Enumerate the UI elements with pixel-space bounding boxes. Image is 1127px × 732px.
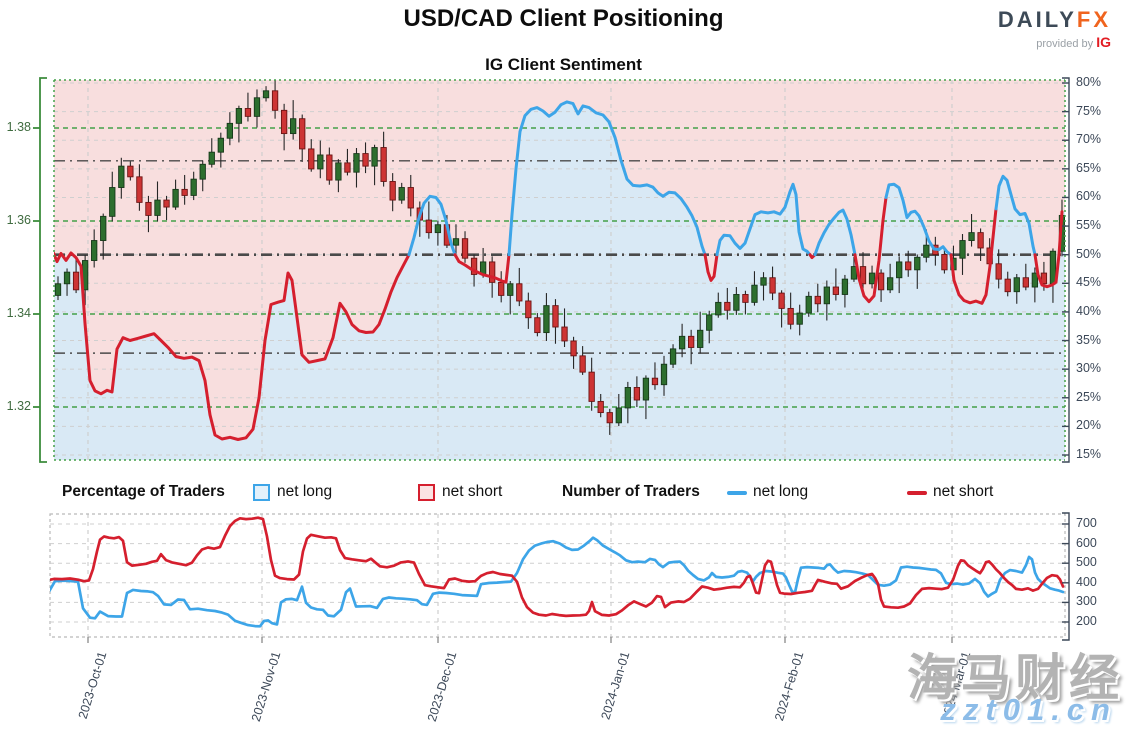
pct-axis-tick-label: 45%	[1076, 275, 1102, 289]
pct-net-long-line	[507, 100, 707, 257]
ig-logo: IG	[1096, 34, 1111, 51]
pct-axis-tick-label: 65%	[1076, 161, 1102, 175]
provided-by-text: provided by	[1036, 38, 1094, 51]
count-axis-tick-label: 200	[1076, 614, 1097, 628]
count-net-long-line	[50, 536, 1065, 628]
num-net-short-swatch-icon	[907, 491, 927, 495]
dailyfx-logo-wordmark: DAILYFX	[997, 7, 1111, 32]
legend-pct-net-long: net long	[277, 483, 333, 500]
legend-pct-net-short: net short	[442, 483, 503, 500]
pct-net-short-line	[949, 207, 998, 305]
pct-axis-tick-label: 55%	[1076, 218, 1102, 232]
pct-axis-tick-label: 35%	[1076, 333, 1102, 347]
count-axis-tick-label: 500	[1076, 555, 1097, 569]
pct-net-long-swatch-icon	[253, 484, 270, 501]
net-long-area-fill	[54, 101, 1065, 460]
pct-net-short-line	[453, 253, 511, 284]
pct-axis-tick-label: 15%	[1076, 447, 1102, 461]
pct-axis-tick-label: 70%	[1076, 132, 1102, 146]
pct-axis-spine	[1062, 77, 1070, 463]
num-net-long-swatch-icon	[727, 491, 747, 495]
price-axis-spine	[39, 77, 47, 463]
watermark-chinese-text: 海马财经	[907, 650, 1123, 706]
pct-axis-tick-label: 60%	[1076, 189, 1102, 203]
watermark-site-text: zzt01.cn	[940, 692, 1117, 727]
pct-axis-tick-label: 75%	[1076, 104, 1102, 118]
legend-num-net-short: net short	[933, 483, 994, 500]
chart-subtitle: IG Client Sentiment	[485, 55, 642, 74]
pct-net-short-line	[1033, 210, 1064, 289]
pct-axis-tick-label: 40%	[1076, 304, 1102, 318]
trader-count-plot-border	[49, 513, 1066, 638]
logo-daily-text: DAILY	[997, 7, 1077, 32]
price-axis-tick-label: 1.38	[6, 120, 31, 134]
count-axis-tick-label: 600	[1076, 536, 1097, 550]
pct-net-long-line	[813, 208, 857, 257]
count-axis-spine	[1062, 512, 1070, 641]
pct-net-long-line	[407, 194, 457, 257]
logo-provided-by: provided by IG	[998, 34, 1111, 51]
pct-axis-tick-label: 30%	[1076, 361, 1102, 375]
pct-net-short-line	[54, 250, 411, 441]
page-title: USD/CAD Client Positioning	[403, 5, 724, 32]
pct-axis-tick-label: 25%	[1076, 390, 1102, 404]
pct-axis-tick-label: 80%	[1076, 75, 1102, 89]
net-short-area-fill	[54, 80, 1065, 440]
count-axis-tick-label: 400	[1076, 575, 1097, 589]
pct-net-long-line	[715, 182, 812, 257]
price-axis-tick-label: 1.36	[6, 213, 31, 227]
legend-num-title: Number of Traders	[562, 483, 700, 500]
pct-axis-tick-label: 20%	[1076, 418, 1102, 432]
price-axis-tick-label: 1.32	[6, 399, 31, 413]
count-net-short-line	[50, 516, 1065, 618]
pct-net-long-line	[884, 182, 953, 257]
price-sentiment-plot	[54, 80, 1065, 460]
pct-net-long-line	[994, 174, 1037, 257]
count-axis-tick-label: 700	[1076, 516, 1097, 530]
pct-axis-tick-label: 50%	[1076, 247, 1102, 261]
pct-net-short-line	[853, 196, 888, 304]
pct-net-short-swatch-icon	[418, 484, 435, 501]
pct-net-short-line	[703, 253, 719, 282]
dailyfx-logo: DAILYFX provided by IG	[997, 7, 1111, 51]
count-axis-tick-label: 300	[1076, 594, 1097, 608]
logo-fx-text: FX	[1076, 7, 1111, 32]
trader-count-plot	[50, 516, 1065, 628]
legend-pct-title: Percentage of Traders	[62, 483, 225, 500]
price-axis-tick-label: 1.34	[6, 306, 31, 320]
legend-num-net-long: net long	[753, 483, 809, 500]
chart-legend: Percentage of Traders net long net short…	[0, 481, 1127, 505]
